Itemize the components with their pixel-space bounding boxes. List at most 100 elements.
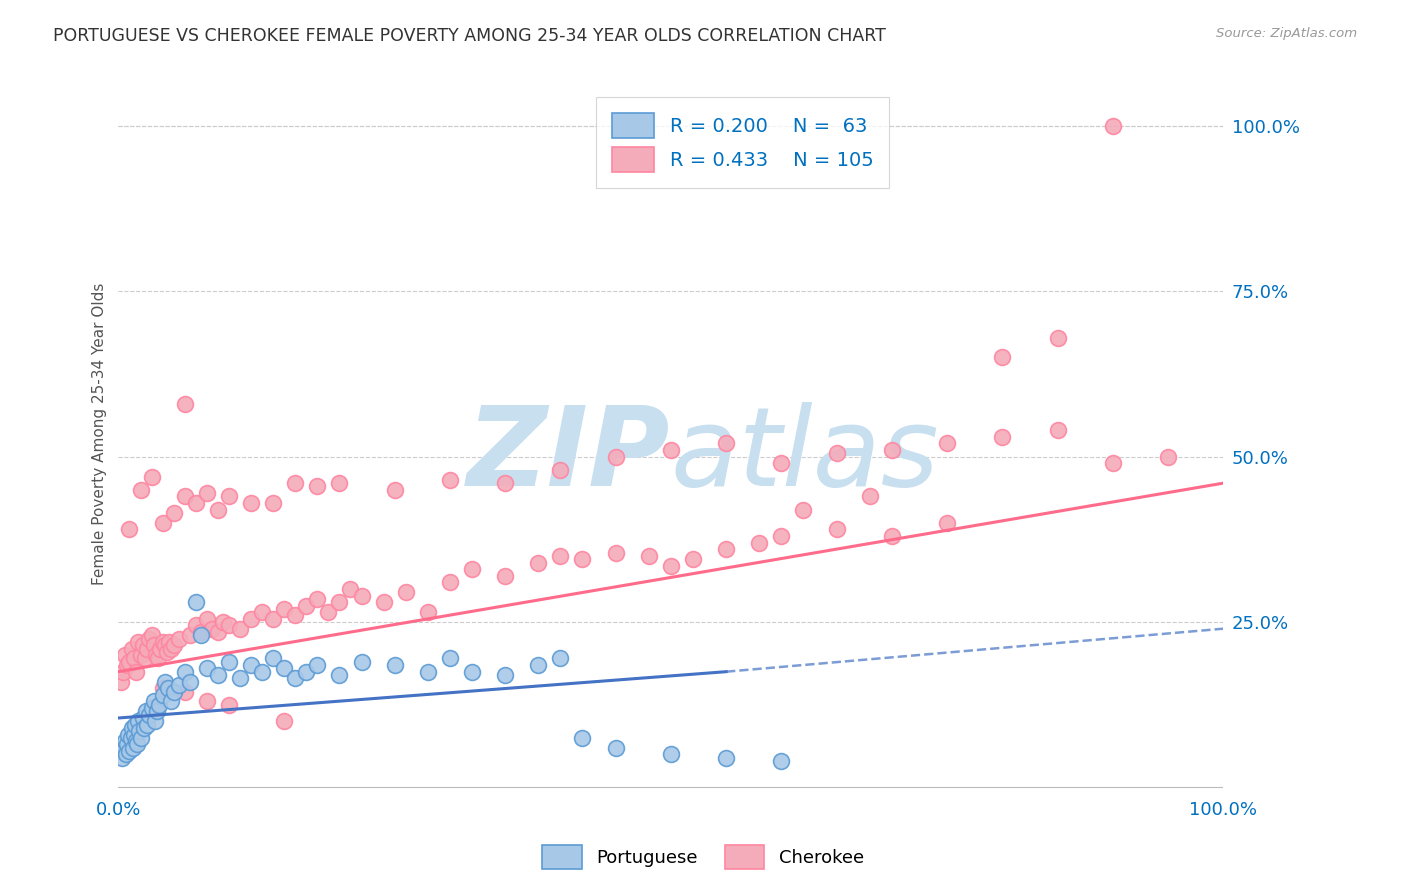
Point xyxy=(122,727,145,741)
Point xyxy=(115,747,138,762)
Point xyxy=(110,744,132,758)
Point xyxy=(190,625,212,640)
Point xyxy=(125,734,148,748)
Point xyxy=(132,711,155,725)
Point xyxy=(792,502,814,516)
Point xyxy=(527,658,550,673)
Point xyxy=(350,655,373,669)
Point xyxy=(129,483,152,497)
Point xyxy=(250,665,273,679)
Point xyxy=(307,658,329,673)
Point xyxy=(637,549,659,563)
Point xyxy=(295,599,318,613)
Point xyxy=(121,641,143,656)
Point xyxy=(714,750,737,764)
Point xyxy=(207,502,229,516)
Point xyxy=(1046,423,1069,437)
Legend: Portuguese, Cherokee: Portuguese, Cherokee xyxy=(534,838,872,876)
Point xyxy=(134,651,156,665)
Point xyxy=(127,738,149,752)
Point xyxy=(439,575,461,590)
Point xyxy=(118,523,141,537)
Point xyxy=(143,714,166,729)
Text: atlas: atlas xyxy=(671,401,939,508)
Point xyxy=(127,635,149,649)
Point xyxy=(173,397,195,411)
Text: Source: ZipAtlas.com: Source: ZipAtlas.com xyxy=(1216,27,1357,40)
Point xyxy=(149,641,172,656)
Point xyxy=(284,476,307,491)
Point xyxy=(152,688,174,702)
Point xyxy=(153,674,176,689)
Point xyxy=(659,747,682,762)
Point xyxy=(136,717,159,731)
Point xyxy=(262,651,284,665)
Point xyxy=(118,655,141,669)
Point xyxy=(142,638,165,652)
Point xyxy=(307,479,329,493)
Point xyxy=(527,556,550,570)
Point xyxy=(141,469,163,483)
Point xyxy=(152,635,174,649)
Point xyxy=(770,529,793,543)
Point xyxy=(262,612,284,626)
Point xyxy=(1046,330,1069,344)
Point xyxy=(157,635,180,649)
Point xyxy=(494,668,516,682)
Point xyxy=(605,740,627,755)
Point xyxy=(201,622,224,636)
Point xyxy=(1157,450,1180,464)
Point xyxy=(207,668,229,682)
Point xyxy=(605,546,627,560)
Point xyxy=(859,489,882,503)
Point xyxy=(240,612,263,626)
Point xyxy=(163,638,186,652)
Point xyxy=(714,542,737,557)
Point xyxy=(494,476,516,491)
Point xyxy=(550,549,572,563)
Point xyxy=(132,638,155,652)
Point xyxy=(1101,119,1123,133)
Point xyxy=(240,496,263,510)
Point xyxy=(229,622,252,636)
Point xyxy=(770,754,793,768)
Text: ZIP: ZIP xyxy=(467,401,671,508)
Point xyxy=(152,516,174,530)
Point xyxy=(748,535,770,549)
Point xyxy=(936,436,959,450)
Point xyxy=(439,651,461,665)
Point xyxy=(153,638,176,652)
Point xyxy=(117,727,139,741)
Point xyxy=(384,658,406,673)
Point xyxy=(770,456,793,470)
Point xyxy=(184,618,207,632)
Point xyxy=(156,645,179,659)
Point xyxy=(184,496,207,510)
Point xyxy=(328,476,350,491)
Point xyxy=(373,595,395,609)
Point xyxy=(571,552,593,566)
Point xyxy=(682,552,704,566)
Point xyxy=(190,628,212,642)
Point xyxy=(659,443,682,458)
Point xyxy=(880,443,903,458)
Point xyxy=(284,671,307,685)
Point xyxy=(136,641,159,656)
Point xyxy=(167,678,190,692)
Point xyxy=(195,661,218,675)
Point xyxy=(127,714,149,729)
Point xyxy=(125,665,148,679)
Point xyxy=(307,591,329,606)
Point xyxy=(173,489,195,503)
Point xyxy=(117,658,139,673)
Point xyxy=(179,628,201,642)
Point xyxy=(152,681,174,696)
Point xyxy=(461,562,484,576)
Point xyxy=(714,436,737,450)
Point xyxy=(142,694,165,708)
Point xyxy=(141,628,163,642)
Point xyxy=(163,506,186,520)
Point xyxy=(880,529,903,543)
Point xyxy=(132,721,155,735)
Point xyxy=(124,717,146,731)
